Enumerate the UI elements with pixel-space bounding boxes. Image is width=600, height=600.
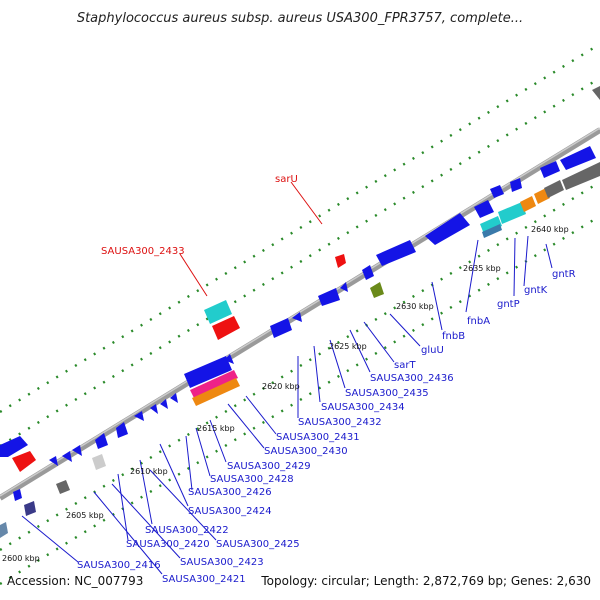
gene-feature[interactable]	[340, 282, 348, 292]
gene-feature[interactable]	[544, 180, 564, 198]
gene-feature[interactable]	[224, 354, 234, 364]
gene-label[interactable]: SAUSA300_2429	[227, 461, 311, 472]
gene-label[interactable]: SAUSA300_2430	[264, 446, 348, 457]
gene-label[interactable]: SAUSA300_2423	[180, 557, 264, 568]
gene-feature[interactable]	[204, 300, 232, 324]
gene-feature[interactable]	[92, 454, 106, 470]
tick-label: 2605 kbp	[66, 511, 104, 520]
kbp-ticks: 2600 kbp 2605 kbp 2610 kbp 2615 kbp 2620…	[2, 225, 569, 563]
gene-feature[interactable]	[0, 436, 28, 457]
gene-feature[interactable]	[160, 399, 168, 409]
gene-label[interactable]: SAUSA300_2421	[162, 574, 246, 585]
gene-feature[interactable]	[474, 200, 494, 218]
tick-label: 2610 kbp	[130, 467, 168, 476]
gene-feature[interactable]	[376, 240, 416, 266]
gene-label[interactable]: gntR	[552, 269, 576, 280]
gene-feature[interactable]	[24, 501, 36, 516]
track-dotted-line	[0, 180, 600, 552]
gene-feature[interactable]	[480, 216, 502, 234]
gene-feature[interactable]	[482, 224, 502, 238]
gene-feature[interactable]	[190, 370, 238, 398]
gene-label[interactable]: SAUSA300_2425	[216, 539, 300, 550]
gene-feature[interactable]	[562, 162, 600, 190]
gene-label[interactable]: fnbB	[442, 331, 465, 342]
tick-label: 2600 kbp	[2, 554, 40, 563]
gene-feature[interactable]	[56, 480, 70, 494]
gene-feature[interactable]	[370, 282, 384, 298]
gene-feature[interactable]	[510, 178, 522, 192]
tick-label: 2625 kbp	[329, 342, 367, 351]
gene-label[interactable]: SAUSA300_2432	[298, 417, 382, 428]
gene-feature[interactable]	[184, 356, 232, 388]
gene-label[interactable]: SAUSA300_2435	[345, 388, 429, 399]
gene-feature[interactable]	[0, 522, 8, 538]
tick-label: 2620 kbp	[262, 382, 300, 391]
gene-feature[interactable]	[498, 202, 526, 224]
gene-label[interactable]: sarT	[394, 360, 416, 371]
gene-label[interactable]: SAUSA300_2420	[126, 539, 210, 550]
gene-feature[interactable]	[292, 312, 302, 322]
gene-feature[interactable]	[134, 411, 144, 421]
accession-text: Accession: NC_007793	[7, 574, 143, 588]
gene-feature[interactable]	[560, 146, 596, 170]
gene-label[interactable]: SAUSA300_2416	[77, 560, 161, 571]
gene-label[interactable]: gntK	[524, 285, 548, 296]
tick-label: 2615 kbp	[197, 424, 235, 433]
gene-labels: gntR gntK gntP fnbA fnbB gluU sarT SAUSA…	[77, 269, 576, 585]
gene-feature[interactable]	[490, 185, 504, 198]
gene-feature[interactable]	[425, 213, 470, 245]
gene-label[interactable]: gluU	[421, 345, 444, 356]
gene-label[interactable]: SAUSA300_2434	[321, 402, 405, 413]
gene-feature[interactable]	[116, 422, 128, 438]
gene-feature[interactable]	[318, 288, 340, 306]
gene-label[interactable]: fnbA	[467, 316, 490, 327]
tick-label: 2635 kbp	[463, 264, 501, 273]
gene-feature[interactable]	[95, 433, 108, 449]
gene-feature[interactable]	[270, 318, 292, 338]
gene-label[interactable]: SAUSA300_2424	[188, 506, 272, 517]
gene-feature[interactable]	[12, 451, 36, 472]
tick-label: 2630 kbp	[396, 302, 434, 311]
label-connectors	[21, 181, 553, 575]
track-dotted-line	[0, 214, 600, 586]
gene-feature[interactable]	[212, 316, 240, 340]
gene-feature[interactable]	[72, 445, 82, 456]
tick-label: 2640 kbp	[531, 225, 569, 234]
track-dotted-line	[0, 42, 600, 414]
gene-feature[interactable]	[170, 393, 178, 403]
gene-feature[interactable]	[150, 404, 158, 414]
gene-feature[interactable]	[520, 196, 536, 212]
track-dotted-line	[0, 76, 600, 448]
gene-feature[interactable]	[49, 456, 58, 466]
gene-label[interactable]: SAUSA300_2436	[370, 373, 454, 384]
gene-label[interactable]: sarU	[275, 174, 298, 185]
gene-label[interactable]: gntP	[497, 299, 520, 310]
gene-label[interactable]: SAUSA300_2433	[101, 246, 185, 257]
gene-label[interactable]: SAUSA300_2431	[276, 432, 360, 443]
gene-label[interactable]: SAUSA300_2428	[210, 474, 294, 485]
gene-feature[interactable]	[592, 86, 600, 100]
genome-stats-text: Topology: circular; Length: 2,872,769 bp…	[260, 574, 591, 588]
gene-feature[interactable]	[362, 265, 374, 280]
gene-feature[interactable]	[62, 451, 72, 462]
gene-feature[interactable]	[192, 378, 240, 406]
gene-feature[interactable]	[540, 161, 560, 178]
gene-label[interactable]: SAUSA300_2426	[188, 487, 272, 498]
gene-feature[interactable]	[335, 254, 346, 268]
gene-label[interactable]: SAUSA300_2422	[145, 525, 229, 536]
gene-feature[interactable]	[13, 489, 22, 501]
map-title: Staphylococcus aureus subsp. aureus USA3…	[77, 11, 523, 26]
gene-features	[0, 86, 600, 538]
